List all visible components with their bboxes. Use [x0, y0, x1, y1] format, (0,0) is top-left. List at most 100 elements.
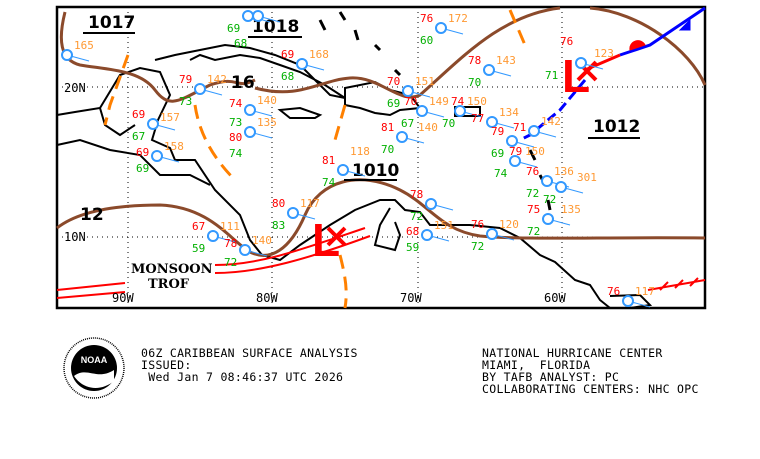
station-circle	[244, 126, 256, 138]
station-dewpoint: 68	[281, 70, 294, 83]
station-dewpoint: 74	[322, 176, 336, 189]
station-pressure: 149	[429, 95, 449, 108]
station-circle	[151, 150, 163, 162]
station-circle	[435, 22, 447, 34]
isobar-label-1012: 1012	[593, 117, 640, 137]
station-pressure: 151	[415, 75, 435, 88]
station-temperature: 71	[513, 121, 526, 134]
station-circle	[242, 10, 254, 22]
station-pressure: 150	[525, 145, 545, 158]
lon-label-70w: 70W	[400, 291, 422, 305]
station-temperature: 76	[420, 12, 433, 25]
coastlines	[56, 11, 653, 309]
station-circle	[486, 228, 498, 240]
station-circle	[207, 230, 219, 242]
troughs	[103, 9, 527, 309]
station-circle	[61, 49, 73, 61]
station-pressure: 158	[164, 140, 184, 153]
low-pressure-centers: L L	[312, 50, 598, 266]
station-temperature: 69	[136, 146, 149, 159]
station-temperature: 80	[229, 131, 242, 144]
station-dewpoint: 59	[406, 241, 419, 254]
low-x-colombia	[326, 226, 347, 247]
surface-analysis-map: L L 1017 1018 16 1012 1010 12 20N 10N 90…	[55, 5, 707, 310]
station-dewpoint: 72	[526, 187, 539, 200]
station-pressure: 151	[434, 219, 454, 232]
station-circle	[337, 164, 349, 176]
isobar-label-1010: 1010	[352, 161, 399, 181]
station-dewpoint: 69	[491, 147, 504, 160]
analyst: BY TAFB ANALYST: PC	[482, 370, 620, 384]
center-location: MIAMI, FLORIDA	[482, 358, 591, 372]
lon-label-80w: 80W	[256, 291, 278, 305]
product-title: 06Z CARIBBEAN SURFACE ANALYSIS	[141, 346, 358, 360]
noaa-logo: NOAA	[63, 337, 125, 399]
station-circle	[244, 104, 256, 116]
isobar-label-1017: 1017	[88, 13, 135, 33]
issued-label: ISSUED:	[141, 358, 192, 372]
station-temperature: 70	[387, 75, 400, 88]
station-dewpoint: 72	[543, 193, 556, 206]
station-temperature: 74	[229, 97, 243, 110]
monsoon-label-line1: MONSOON	[131, 262, 213, 277]
station-dewpoint: 69	[136, 162, 149, 175]
station-circle	[454, 105, 466, 117]
station-dewpoint: 73	[179, 95, 192, 108]
station-circle	[147, 118, 159, 130]
station-pressure: 140	[418, 121, 438, 134]
station-temperature: 76	[526, 165, 539, 178]
station-temperature: 70	[404, 95, 417, 108]
station-pressure: 142	[207, 73, 227, 86]
lat-label-10n: 10N	[64, 230, 86, 244]
station-pressure: 143	[496, 54, 516, 67]
station-circle	[622, 295, 634, 307]
station-temperature: 68	[406, 225, 419, 238]
station-pressure: 135	[561, 203, 581, 216]
lon-label-60w: 60W	[544, 291, 566, 305]
station-dewpoint: 74	[229, 147, 243, 160]
station-dewpoint: 70	[442, 117, 455, 130]
station-circle	[194, 83, 206, 95]
station-pressure: 140	[257, 94, 277, 107]
station-circle	[483, 64, 495, 76]
station-dewpoint: 68	[234, 37, 247, 50]
station-temperature: 76	[607, 285, 620, 298]
station-temperature: 78	[410, 188, 423, 201]
center-name: NATIONAL HURRICANE CENTER	[482, 346, 663, 360]
station-dewpoint: 72	[471, 240, 484, 253]
station-circle	[528, 125, 540, 137]
station-pressure: 136	[554, 165, 574, 178]
station-temperature: 81	[322, 154, 335, 167]
station-pressure: 157	[160, 111, 180, 124]
station-dewpoint: 70	[468, 76, 481, 89]
monsoon-label-line2: TROF	[148, 277, 190, 292]
station-dewpoint: 69	[387, 97, 400, 110]
station-circle	[555, 181, 567, 193]
station-circle	[542, 213, 554, 225]
station-circle	[396, 131, 408, 143]
station-temperature: 78	[224, 237, 237, 250]
station-pressure: 168	[309, 48, 329, 61]
station-dewpoint: 60	[420, 34, 433, 47]
station-pressure: 150	[467, 95, 487, 108]
station-dewpoint: 67	[132, 130, 145, 143]
station-circle	[402, 85, 414, 97]
collaborating-centers: COLLABORATING CENTERS: NHC OPC	[482, 382, 699, 396]
station-temperature: 79	[179, 73, 192, 86]
monsoon-trough	[56, 227, 706, 299]
station-dewpoint: 74	[494, 167, 508, 180]
station-dewpoint: 83	[272, 219, 285, 232]
station-pressure: 134	[499, 106, 519, 119]
station-dewpoint: 73	[229, 116, 242, 129]
isobar-label-12: 12	[80, 205, 104, 225]
grid-labels: 20N 10N 90W 80W 70W 60W	[64, 81, 566, 305]
station-dewpoint: 71	[545, 69, 558, 82]
station-circle	[509, 155, 521, 167]
station-temperature: 77	[471, 112, 484, 125]
station-temperature: 76	[560, 35, 573, 48]
station-circle	[252, 10, 264, 22]
isobar-label-16: 16	[231, 73, 255, 93]
station-pressure: 111	[220, 220, 240, 233]
station-circle	[287, 207, 299, 219]
